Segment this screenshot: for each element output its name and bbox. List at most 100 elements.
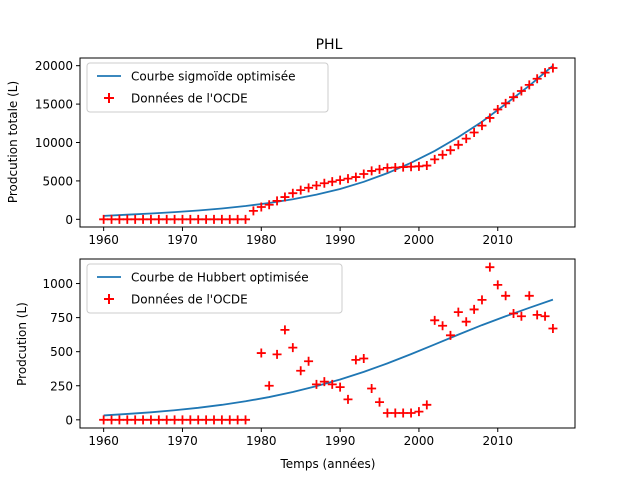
bottom-data-point-marker [288,343,298,353]
bottom-data-point-marker [122,415,132,425]
bottom-data-point-marker [233,415,243,425]
bottom-data-point-marker [390,408,400,418]
bottom-data-point-marker [170,415,180,425]
bottom-data-point-marker [493,280,503,290]
top-data-point-marker [453,140,463,150]
bottom-data-point-marker [375,397,385,407]
top-data-point-marker [248,206,258,216]
top-data-point-marker [241,214,251,224]
top-data-point-marker [335,175,345,185]
bottom-data-point-marker [225,415,235,425]
top-data-point-marker [398,162,408,172]
top-data-point-marker [351,172,361,182]
bottom-data-point-marker [524,291,534,301]
top-data-point-marker [540,68,550,78]
top-data-point-marker [501,98,511,108]
bottom-x-tick-label: 2010 [482,434,513,448]
top-y-tick-label: 0 [65,213,73,227]
bottom-data-point-marker [430,315,440,325]
top-chart-title: PHL [316,37,343,53]
top-data-point-marker [209,214,219,224]
bottom-chart-legend: Courbe de Hubbert optimisée Données de l… [86,263,343,314]
bottom-chart-ylabel: Prodcution (L) [15,302,29,386]
top-data-point-marker [217,214,227,224]
bottom-data-point-marker [327,379,337,389]
bottom-data-point-marker [351,355,361,365]
bottom-data-point-marker [193,415,203,425]
top-data-point-marker [461,134,471,144]
top-data-point-marker [493,104,503,114]
bottom-data-point-marker [359,353,369,363]
top-data-point-marker [233,214,243,224]
bottom-data-point-marker [548,324,558,334]
top-data-point-marker [193,214,203,224]
top-data-point-marker [311,181,321,191]
top-x-tick-label: 1960 [88,233,119,247]
bottom-data-point-marker [209,415,219,425]
bottom-data-point-marker [319,377,329,387]
bottom-data-point-marker [264,381,274,391]
bottom-data-point-marker [162,415,172,425]
top-data-point-marker [532,74,542,84]
top-y-tick-label: 5000 [42,174,73,188]
top-data-point-marker [414,161,424,171]
bottom-y-tick-label: 0 [65,413,73,427]
top-y-tick-label: 10000 [35,136,73,150]
top-chart: PHL Prodcution totale (L) 1960 1970 1980 19… [6,37,576,247]
top-data-point-marker [99,214,109,224]
bottom-data-point-marker [469,304,479,314]
top-legend-marker-swatch [104,93,114,103]
bottom-legend-marker-swatch [104,294,114,304]
top-chart-ylabel: Prodcution totale (L) [6,81,20,203]
top-data-point-marker [130,214,140,224]
bottom-data-point-marker [177,415,187,425]
bottom-data-point-marker [422,400,432,410]
bottom-data-point-marker [304,356,314,366]
bottom-data-point-marker [311,379,321,389]
bottom-data-point-marker [272,349,282,359]
top-data-point-marker [264,200,274,210]
top-data-point-marker [509,92,519,102]
bottom-x-tick-label: 2000 [404,434,435,448]
top-data-point-marker [114,214,124,224]
bottom-data-point-marker [438,321,448,331]
top-x-tick-label: 1970 [167,233,198,247]
bottom-data-point-marker [398,408,408,418]
bottom-data-point-marker [406,408,416,418]
top-data-point-marker [162,214,172,224]
top-data-point-marker [304,183,314,193]
bottom-data-point-marker [114,415,124,425]
bottom-data-point-marker [367,383,377,393]
top-plot-area: 1960 1970 1980 1990 2000 2010 0 5000 10000 15000 2… [35,57,576,247]
top-data-point-marker [288,188,298,198]
top-data-point-marker [296,185,306,195]
top-data-point-marker [430,154,440,164]
top-x-tick-label: 1980 [246,233,277,247]
bottom-data-point-marker [185,415,195,425]
bottom-y-tick-label: 500 [50,345,73,359]
top-y-tick-label: 15000 [35,98,73,112]
bottom-data-point-marker [99,415,109,425]
top-data-point-marker [382,163,392,173]
bottom-data-point-marker [217,415,227,425]
top-data-point-marker [390,162,400,172]
bottom-y-tick-label: 750 [50,311,73,325]
bottom-data-point-marker [335,382,345,392]
top-data-point-marker [445,145,455,155]
top-data-point-marker [516,86,526,96]
bottom-data-point-marker [241,415,251,425]
bottom-data-point-marker [146,415,156,425]
top-data-point-marker [548,63,558,73]
bottom-legend-label-data: Données de l'OCDE [131,293,248,307]
top-data-point-marker [319,178,329,188]
bottom-data-point-marker [540,311,550,321]
top-x-tick-label: 2010 [482,233,513,247]
bottom-x-tick-label: 1980 [246,434,277,448]
top-data-point-marker [177,214,187,224]
top-legend-box [86,62,329,113]
bottom-data-point-marker [509,309,519,319]
top-data-point-marker [375,164,385,174]
top-legend-label-curve: Courbe sigmoïde optimisée [131,70,296,84]
bottom-data-point-marker [477,295,487,305]
